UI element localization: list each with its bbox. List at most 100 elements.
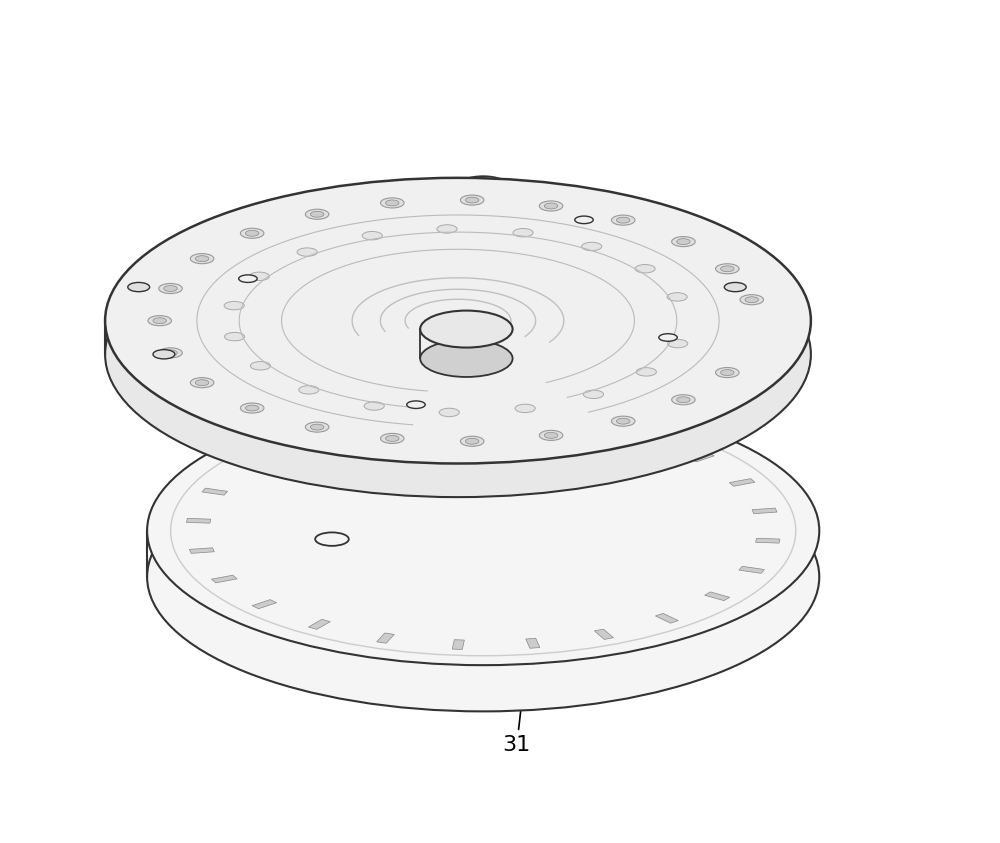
Ellipse shape xyxy=(250,362,271,370)
Polygon shape xyxy=(211,575,237,583)
Ellipse shape xyxy=(240,228,264,239)
Ellipse shape xyxy=(297,248,317,256)
Ellipse shape xyxy=(195,379,209,385)
Ellipse shape xyxy=(190,378,214,388)
Ellipse shape xyxy=(224,332,245,341)
Ellipse shape xyxy=(159,283,182,293)
Ellipse shape xyxy=(611,215,635,225)
Ellipse shape xyxy=(386,436,399,442)
Ellipse shape xyxy=(310,424,324,430)
Ellipse shape xyxy=(659,334,677,341)
Ellipse shape xyxy=(582,242,602,250)
Ellipse shape xyxy=(439,408,459,416)
Text: 1: 1 xyxy=(586,281,692,364)
Ellipse shape xyxy=(716,264,739,274)
Polygon shape xyxy=(237,461,262,470)
Ellipse shape xyxy=(299,385,319,394)
Ellipse shape xyxy=(745,297,758,303)
Ellipse shape xyxy=(310,212,324,217)
Polygon shape xyxy=(705,592,730,600)
Text: 31: 31 xyxy=(503,601,533,755)
Ellipse shape xyxy=(583,390,604,399)
Ellipse shape xyxy=(635,265,655,273)
Ellipse shape xyxy=(362,232,382,240)
Polygon shape xyxy=(636,432,658,442)
Ellipse shape xyxy=(128,282,150,292)
Polygon shape xyxy=(729,479,755,486)
Ellipse shape xyxy=(381,198,404,208)
Polygon shape xyxy=(202,488,228,495)
Ellipse shape xyxy=(315,533,349,546)
Ellipse shape xyxy=(245,230,259,236)
Polygon shape xyxy=(186,518,211,524)
Polygon shape xyxy=(252,599,277,609)
Ellipse shape xyxy=(677,397,690,403)
Ellipse shape xyxy=(386,200,399,206)
Ellipse shape xyxy=(153,318,166,324)
Ellipse shape xyxy=(460,436,484,446)
Ellipse shape xyxy=(544,432,558,438)
Polygon shape xyxy=(308,620,330,630)
Ellipse shape xyxy=(515,404,535,412)
Ellipse shape xyxy=(575,216,593,223)
Text: 3: 3 xyxy=(704,474,776,532)
Polygon shape xyxy=(502,412,514,422)
Ellipse shape xyxy=(465,438,479,444)
Ellipse shape xyxy=(164,286,177,292)
Polygon shape xyxy=(189,548,214,553)
Ellipse shape xyxy=(667,293,687,301)
Ellipse shape xyxy=(420,310,513,347)
Ellipse shape xyxy=(672,237,695,247)
Ellipse shape xyxy=(148,315,171,325)
Polygon shape xyxy=(105,178,458,497)
Ellipse shape xyxy=(672,395,695,405)
Polygon shape xyxy=(353,422,372,432)
Ellipse shape xyxy=(245,405,259,411)
Polygon shape xyxy=(655,614,678,623)
Ellipse shape xyxy=(513,228,533,237)
Ellipse shape xyxy=(153,350,175,359)
Polygon shape xyxy=(526,638,540,648)
Ellipse shape xyxy=(611,416,635,427)
Ellipse shape xyxy=(105,178,811,464)
Ellipse shape xyxy=(240,403,264,413)
Ellipse shape xyxy=(616,217,630,223)
Ellipse shape xyxy=(249,272,269,281)
Ellipse shape xyxy=(539,430,563,440)
Ellipse shape xyxy=(437,225,457,234)
Ellipse shape xyxy=(458,176,508,196)
Ellipse shape xyxy=(164,350,177,356)
Polygon shape xyxy=(420,310,466,377)
Ellipse shape xyxy=(381,433,404,443)
Ellipse shape xyxy=(224,302,244,310)
Ellipse shape xyxy=(544,203,558,209)
Polygon shape xyxy=(572,418,590,428)
Polygon shape xyxy=(458,176,483,364)
Ellipse shape xyxy=(668,340,688,348)
Polygon shape xyxy=(452,640,464,649)
Polygon shape xyxy=(377,633,394,643)
Ellipse shape xyxy=(465,197,479,203)
Ellipse shape xyxy=(716,368,739,378)
Ellipse shape xyxy=(460,195,484,205)
Polygon shape xyxy=(756,539,780,543)
Ellipse shape xyxy=(147,396,819,665)
Ellipse shape xyxy=(305,422,329,432)
Ellipse shape xyxy=(724,282,746,292)
Polygon shape xyxy=(739,566,764,573)
Polygon shape xyxy=(752,508,777,513)
Ellipse shape xyxy=(539,201,563,211)
Ellipse shape xyxy=(636,368,656,376)
Ellipse shape xyxy=(105,212,811,497)
Polygon shape xyxy=(594,629,613,639)
Polygon shape xyxy=(690,453,714,462)
Ellipse shape xyxy=(305,209,329,219)
Polygon shape xyxy=(288,438,311,448)
Ellipse shape xyxy=(420,340,513,377)
Ellipse shape xyxy=(616,418,630,424)
Polygon shape xyxy=(147,396,483,711)
Ellipse shape xyxy=(239,275,257,282)
Ellipse shape xyxy=(195,255,209,261)
Ellipse shape xyxy=(407,401,425,409)
Ellipse shape xyxy=(458,344,508,364)
